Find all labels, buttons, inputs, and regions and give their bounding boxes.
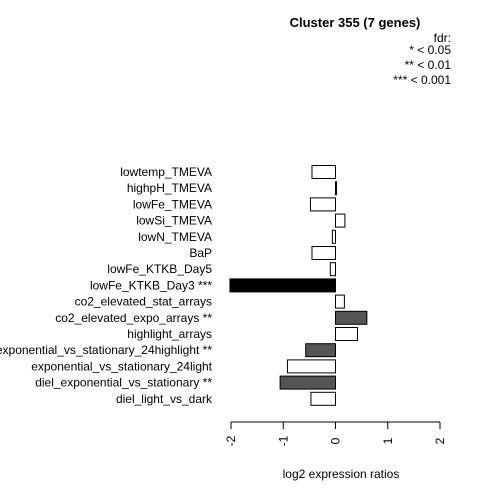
category-label-2: highpH_TMEVA: [127, 181, 212, 195]
bar-11: [335, 327, 358, 341]
bar-series: [229, 165, 368, 406]
bar-7: [329, 262, 336, 277]
chart-title: Cluster 355 (7 genes): [290, 15, 421, 30]
category-labels: lowtemp_TMEVA highpH_TMEVA lowFe_TMEVA lowS…: [0, 165, 213, 406]
bar-5: [331, 229, 336, 244]
bar-4: [335, 213, 346, 228]
category-label-13: exponential_vs_stationary_24light: [31, 359, 212, 373]
category-label-12: exponential_vs_stationary_24highlight **: [0, 343, 212, 357]
category-label-10: co2_elevated_expo_arrays **: [55, 311, 212, 325]
x-axis-label: log2 expression ratios: [283, 467, 400, 481]
category-label-11: highlight_arrays: [127, 327, 212, 341]
x-tick-label-2: -1: [276, 435, 290, 446]
bar-15: [310, 391, 337, 406]
legend-title: fdr:: [434, 31, 451, 45]
category-label-3: lowFe_TMEVA: [133, 197, 212, 211]
bar-13: [286, 359, 336, 374]
category-label-4: lowSi_TMEVA: [136, 214, 212, 228]
bar-6: [311, 246, 336, 260]
x-tick-label-5: 2: [433, 437, 447, 444]
category-label-14: diel_exponential_vs_stationary **: [35, 376, 212, 390]
bar-3: [309, 197, 337, 212]
bar-10: [335, 310, 368, 325]
legend-entry-3: *** < 0.001: [393, 73, 451, 87]
category-label-9: co2_elevated_stat_arrays: [75, 295, 212, 309]
x-axis: -2 -1 0 1 2: [224, 421, 447, 446]
category-label-5: lowN_TMEVA: [138, 230, 212, 244]
bar-12: [305, 343, 336, 358]
category-label-15: diel_light_vs_dark: [116, 392, 213, 406]
bar-8: [229, 278, 336, 293]
bar-9: [335, 294, 345, 309]
category-label-7: lowFe_KTKB_Day5: [107, 262, 212, 276]
x-tick-label-3: 0: [329, 437, 343, 444]
x-tick-label-1: -2: [224, 435, 238, 446]
bar-2: [335, 181, 338, 196]
category-label-1: lowtemp_TMEVA: [120, 165, 212, 179]
legend: fdr: * < 0.05 ** < 0.01 *** < 0.001: [393, 31, 451, 87]
legend-entry-2: ** < 0.01: [405, 58, 452, 72]
category-label-6: BaP: [189, 246, 212, 260]
category-label-8: lowFe_KTKB_Day3 ***: [90, 278, 212, 292]
x-tick-label-4: 1: [381, 437, 395, 444]
legend-entry-1: * < 0.05: [409, 43, 451, 57]
bar-14: [279, 375, 336, 390]
bar-1: [311, 165, 336, 179]
